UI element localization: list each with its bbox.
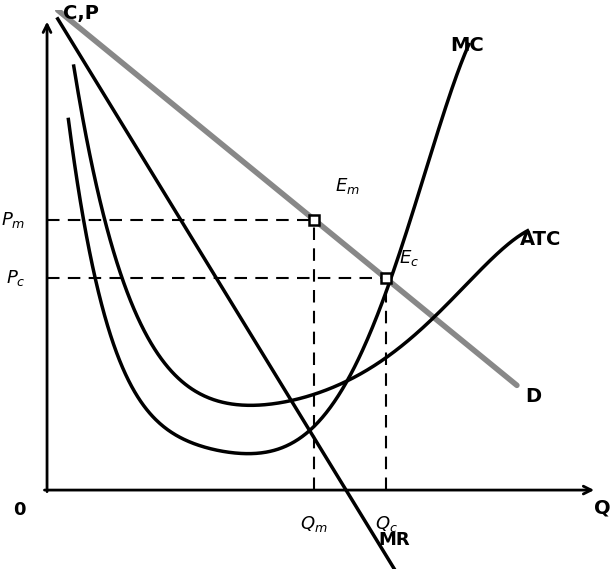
Text: $P_m$: $P_m$ [1, 210, 26, 230]
Text: MC: MC [450, 35, 484, 55]
Text: C,P: C,P [63, 4, 99, 23]
Text: D: D [525, 387, 541, 406]
Text: 0: 0 [13, 501, 26, 519]
Text: $E_m$: $E_m$ [335, 176, 360, 196]
Text: $P_c$: $P_c$ [6, 268, 26, 288]
Text: Q: Q [594, 499, 611, 518]
Text: ATC: ATC [520, 230, 561, 249]
Text: $E_c$: $E_c$ [400, 247, 419, 267]
Text: $Q_m$: $Q_m$ [300, 514, 328, 534]
Text: MR: MR [378, 531, 409, 549]
Text: $Q_c$: $Q_c$ [375, 514, 398, 534]
